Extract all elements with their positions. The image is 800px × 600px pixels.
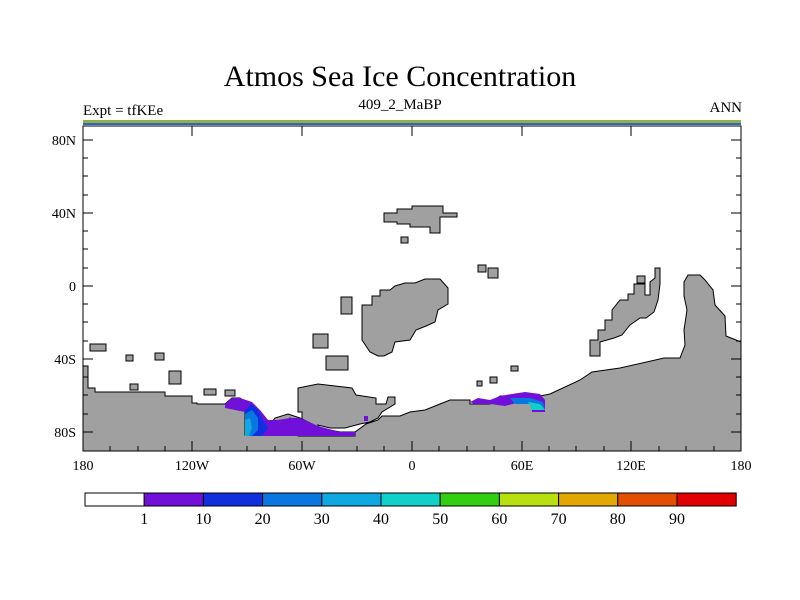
colorbar-swatch <box>676 492 737 507</box>
small-island-9 <box>476 380 483 387</box>
season-label: ANN <box>709 100 743 116</box>
colorbar-label: 60 <box>491 511 507 528</box>
colorbar-swatch <box>84 492 145 507</box>
colorbar-label: 20 <box>255 511 271 528</box>
colorbar-label: 40 <box>373 511 389 528</box>
colorbar-labels: 1 10 20 30 40 50 60 70 80 90 <box>140 511 685 528</box>
small-island-11 <box>89 343 107 352</box>
colorbar-label: 90 <box>669 511 685 528</box>
lon-label-0: 0 <box>409 459 416 474</box>
map-title: Atmos Sea Ice Concentration <box>223 60 577 93</box>
northern-landmass <box>383 205 458 234</box>
small-island-8 <box>510 365 519 372</box>
lat-label-80s: 80S <box>54 426 76 441</box>
small-island-1 <box>400 236 409 244</box>
colorbar-swatch <box>380 492 441 507</box>
lon-label-60e: 60E <box>511 459 534 474</box>
lat-ticks <box>83 139 741 433</box>
top-artifact-band <box>83 120 741 123</box>
sea-ice-west <box>225 398 368 436</box>
colorbar-label: 1 <box>140 511 148 528</box>
colorbar-label: 70 <box>551 511 567 528</box>
land-masses <box>82 205 742 452</box>
small-island-2 <box>340 296 353 315</box>
small-island-3 <box>312 333 329 349</box>
eastern-landmass <box>589 267 661 357</box>
lon-label-180w: 180 <box>73 459 94 474</box>
colorbar-swatch <box>143 492 204 507</box>
colorbar <box>84 492 737 507</box>
lat-label-0: 0 <box>69 280 76 295</box>
small-island-16 <box>224 389 236 397</box>
lat-label-40n: 40N <box>52 207 76 222</box>
top-artifact-band-blue <box>83 123 741 125</box>
colorbar-swatch <box>558 492 619 507</box>
small-island-13 <box>154 352 165 361</box>
lon-label-180e: 180 <box>731 459 752 474</box>
lat-label-40s: 40S <box>54 353 76 368</box>
experiment-label: Expt = tfKEe <box>83 103 164 119</box>
lon-label-120e: 120E <box>616 459 646 474</box>
small-island-5 <box>477 264 487 273</box>
lon-label-120w: 120W <box>175 459 210 474</box>
small-island-14 <box>168 370 182 385</box>
colorbar-label: 10 <box>195 511 211 528</box>
colorbar-swatch <box>617 492 678 507</box>
lon-ticks <box>109 126 715 451</box>
lat-label-80n: 80N <box>52 134 76 149</box>
sea-ice-east <box>470 392 545 412</box>
colorbar-swatch <box>202 492 264 507</box>
small-island-17 <box>129 383 139 391</box>
colorbar-swatch <box>321 492 382 507</box>
colorbar-swatch <box>262 492 323 507</box>
colorbar-label: 80 <box>610 511 626 528</box>
small-island-4 <box>325 355 349 371</box>
colorbar-swatch <box>498 492 560 507</box>
period-label: 409_2_MaBP <box>358 97 442 113</box>
small-island-12 <box>125 354 134 362</box>
colorbar-label: 50 <box>432 511 448 528</box>
small-island-7 <box>489 376 498 384</box>
small-island-6 <box>487 267 499 279</box>
small-island-15 <box>203 388 217 396</box>
colorbar-swatch <box>439 492 500 507</box>
lon-label-60w: 60W <box>288 459 316 474</box>
small-island-10 <box>636 275 646 284</box>
central-landmass <box>361 278 449 357</box>
colorbar-label: 30 <box>314 511 330 528</box>
